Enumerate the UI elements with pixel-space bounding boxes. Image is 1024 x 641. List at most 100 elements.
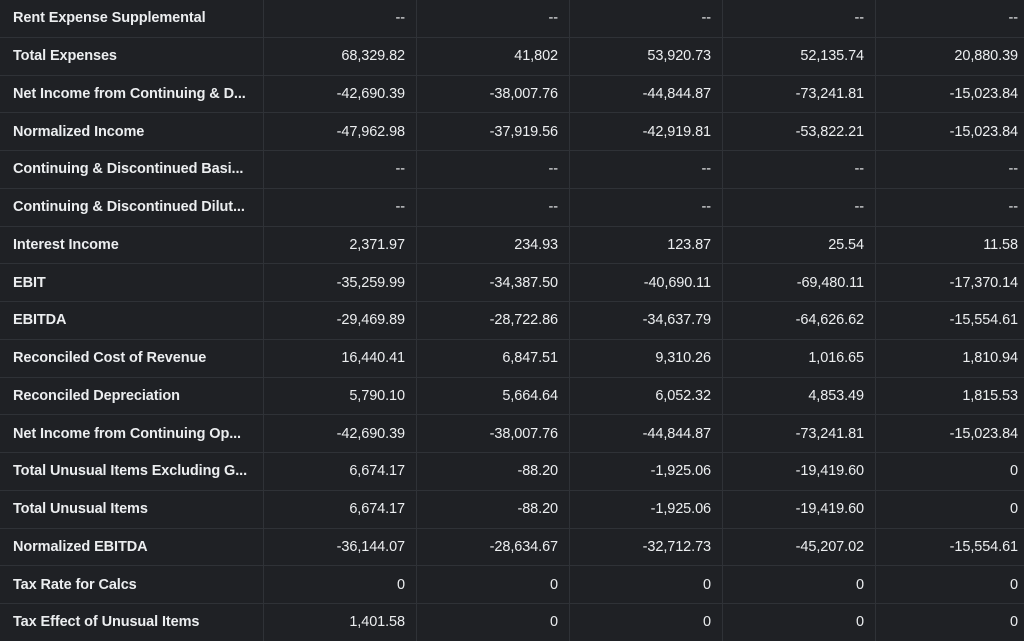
value-cell: -- (264, 188, 416, 226)
row-label: Net Income from Continuing & D... (0, 75, 263, 113)
row-label: EBIT (0, 264, 263, 301)
value-cell: -47,962.98 (264, 113, 416, 150)
value-cell: -53,822.21 (723, 113, 875, 150)
value-cell: -- (723, 151, 875, 188)
value-cell: 234.93 (417, 226, 569, 264)
value-cell: 6,674.17 (264, 490, 416, 528)
value-cell: 0 (876, 604, 1024, 641)
value-cell: -1,925.06 (570, 453, 722, 490)
value-cell: 0 (723, 566, 875, 603)
value-cell: -17,370.14 (876, 264, 1024, 301)
row-label: Reconciled Cost of Revenue (0, 339, 263, 377)
value-cell: 0 (417, 604, 569, 641)
row-label: Tax Effect of Unusual Items (0, 604, 263, 641)
value-cell: -15,554.61 (876, 528, 1024, 566)
value-cell: -45,207.02 (723, 528, 875, 566)
row-label: Total Unusual Items (0, 490, 263, 528)
value-cell: -34,637.79 (570, 302, 722, 339)
value-cell: -44,844.87 (570, 415, 722, 452)
value-cell: -42,690.39 (264, 415, 416, 452)
value-cell: -37,919.56 (417, 113, 569, 150)
value-cell: -88.20 (417, 453, 569, 490)
value-cell: -- (723, 188, 875, 226)
row-label: Rent Expense Supplemental (0, 0, 263, 37)
row-label: EBITDA (0, 302, 263, 339)
value-cell: 0 (876, 566, 1024, 603)
value-cell: 0 (417, 566, 569, 603)
value-cell: -- (417, 151, 569, 188)
value-cell: 20,880.39 (876, 37, 1024, 75)
value-cell: -29,469.89 (264, 302, 416, 339)
row-label: Normalized EBITDA (0, 528, 263, 566)
value-cell: -32,712.73 (570, 528, 722, 566)
value-cell: 5,664.64 (417, 377, 569, 415)
value-cell: -- (723, 0, 875, 37)
value-cell: -38,007.76 (417, 75, 569, 113)
value-cell: 52,135.74 (723, 37, 875, 75)
value-cell: -28,722.86 (417, 302, 569, 339)
value-cell: -40,690.11 (570, 264, 722, 301)
value-cell: -- (264, 151, 416, 188)
value-cell: -15,554.61 (876, 302, 1024, 339)
value-cell: 16,440.41 (264, 339, 416, 377)
value-cell: -- (417, 188, 569, 226)
row-label: Interest Income (0, 226, 263, 264)
value-cell: -69,480.11 (723, 264, 875, 301)
value-cell: 4,853.49 (723, 377, 875, 415)
value-cell: -- (417, 0, 569, 37)
value-cell: 1,401.58 (264, 604, 416, 641)
value-cell: -38,007.76 (417, 415, 569, 452)
row-label: Total Expenses (0, 37, 263, 75)
value-cell: -15,023.84 (876, 415, 1024, 452)
value-cell: 0 (723, 604, 875, 641)
value-cell: -- (876, 188, 1024, 226)
value-cell: -44,844.87 (570, 75, 722, 113)
value-cell: 6,847.51 (417, 339, 569, 377)
value-cell: -73,241.81 (723, 415, 875, 452)
row-label: Continuing & Discontinued Dilut... (0, 188, 263, 226)
value-cell: 9,310.26 (570, 339, 722, 377)
value-cell: -- (876, 151, 1024, 188)
value-cell: 68,329.82 (264, 37, 416, 75)
value-cell: 1,810.94 (876, 339, 1024, 377)
value-cell: 0 (876, 490, 1024, 528)
row-label: Tax Rate for Calcs (0, 566, 263, 603)
row-label: Net Income from Continuing Op... (0, 415, 263, 452)
value-cell: 41,802 (417, 37, 569, 75)
value-cell: -19,419.60 (723, 453, 875, 490)
value-cell: 6,674.17 (264, 453, 416, 490)
value-cell: 0 (570, 604, 722, 641)
value-cell: 0 (876, 453, 1024, 490)
value-cell: 11.58 (876, 226, 1024, 264)
value-cell: -34,387.50 (417, 264, 569, 301)
value-cell: 2,371.97 (264, 226, 416, 264)
value-cell: -36,144.07 (264, 528, 416, 566)
value-cell: 0 (264, 566, 416, 603)
value-cell: -- (570, 151, 722, 188)
value-cell: -15,023.84 (876, 75, 1024, 113)
value-cell: 53,920.73 (570, 37, 722, 75)
value-cell: -73,241.81 (723, 75, 875, 113)
value-cell: -35,259.99 (264, 264, 416, 301)
value-cell: -- (264, 0, 416, 37)
value-cell: 1,815.53 (876, 377, 1024, 415)
value-cell: -88.20 (417, 490, 569, 528)
value-cell: 25.54 (723, 226, 875, 264)
value-cell: 1,016.65 (723, 339, 875, 377)
value-cell: 0 (570, 566, 722, 603)
value-cell: -1,925.06 (570, 490, 722, 528)
value-cell: -42,690.39 (264, 75, 416, 113)
value-cell: -42,919.81 (570, 113, 722, 150)
value-cell: -64,626.62 (723, 302, 875, 339)
value-cell: -28,634.67 (417, 528, 569, 566)
row-label: Continuing & Discontinued Basi... (0, 151, 263, 188)
value-cell: -19,419.60 (723, 490, 875, 528)
row-label: Reconciled Depreciation (0, 377, 263, 415)
value-cell: 6,052.32 (570, 377, 722, 415)
value-cell: -- (570, 188, 722, 226)
value-cell: -- (570, 0, 722, 37)
value-cell: 5,790.10 (264, 377, 416, 415)
value-cell: -15,023.84 (876, 113, 1024, 150)
row-label: Total Unusual Items Excluding G... (0, 453, 263, 490)
